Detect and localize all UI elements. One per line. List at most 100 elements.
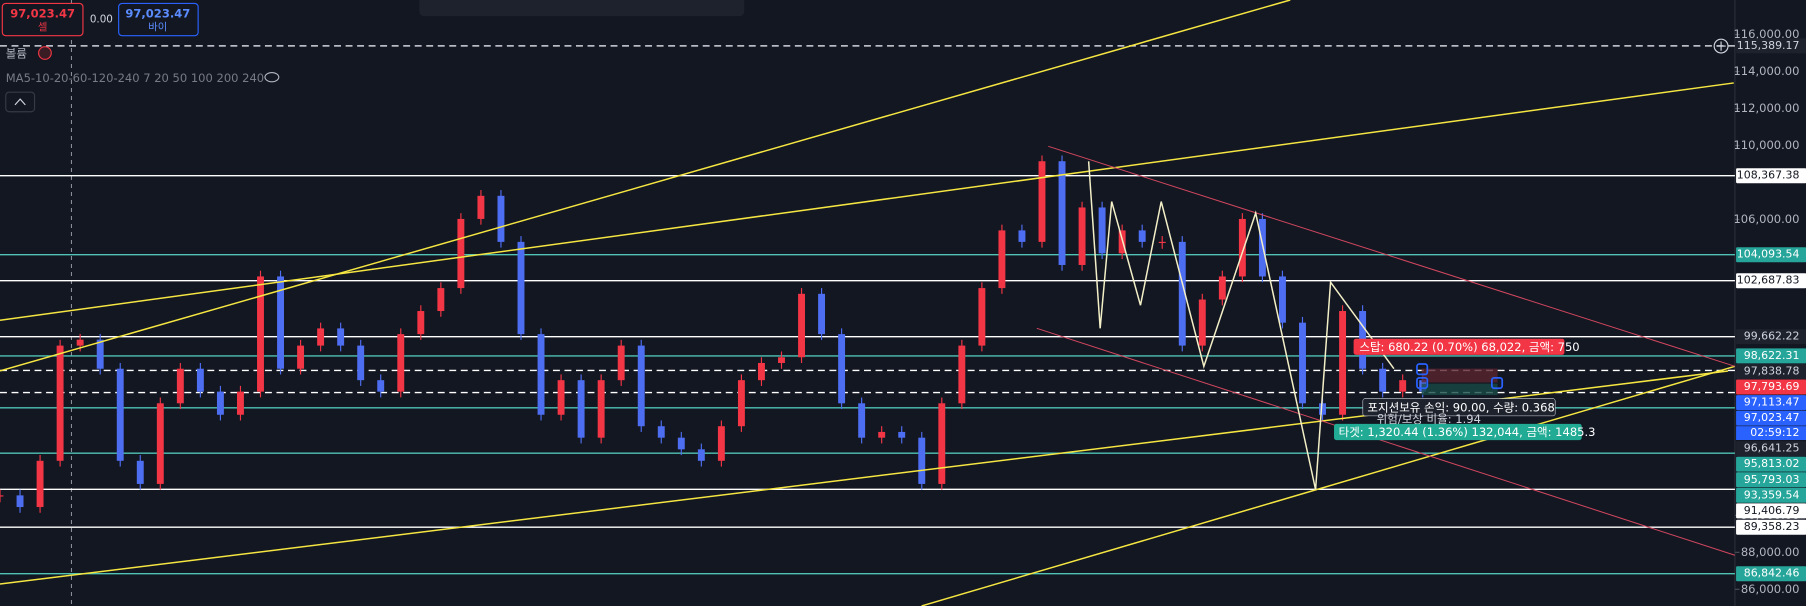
price-label: 104,093.54 (1737, 248, 1800, 261)
price-label: 86,842.46 (1744, 567, 1800, 580)
candle (337, 328, 345, 346)
candle (537, 334, 545, 415)
y-tick-label: 86,000.00 (1741, 582, 1800, 596)
price-label: 97,838.78 (1744, 364, 1800, 377)
candle (417, 311, 425, 335)
price-label-box (1736, 395, 1806, 411)
price-label: 96,641.25 (1744, 442, 1800, 455)
candle (1379, 368, 1387, 392)
candle (938, 403, 946, 484)
volume-indicator[interactable]: 볼륨 (6, 47, 27, 61)
candle (517, 241, 525, 335)
candle (0, 495, 4, 497)
candle (858, 403, 866, 438)
stop-box (1353, 338, 1565, 355)
price-label: 108,367.38 (1737, 169, 1800, 182)
collapse-icon (14, 98, 26, 106)
price-label-box (1736, 441, 1806, 457)
candle (237, 391, 244, 415)
stop-label: 스탑: 680.22 (0.70%) 68,022, 금액: 750 (1359, 340, 1579, 354)
candle (717, 426, 725, 461)
price-label: 93,359.54 (1744, 488, 1800, 501)
buy-button[interactable] (118, 2, 199, 37)
candle (1399, 380, 1407, 392)
price-label: 95,813.02 (1744, 457, 1800, 470)
candle (1038, 161, 1046, 242)
drawing-toolbar[interactable] (419, 0, 745, 17)
position-label: 포지션보유 손익: 90.00, 수량: 0.368 (1367, 400, 1554, 414)
candle (1078, 207, 1086, 265)
candle (597, 380, 605, 438)
candle (978, 288, 986, 346)
candle (778, 357, 785, 363)
spread: 0.00 (90, 14, 113, 26)
price-label-box (1736, 410, 1806, 426)
candle (1018, 230, 1026, 242)
price-label: 97,023.47 (1744, 411, 1800, 424)
price-label-box (1736, 348, 1806, 364)
warning-icon[interactable] (38, 46, 52, 60)
ma-indicator[interactable]: MA5-10-20-60-120-240 7 20 50 100 200 240 (6, 71, 264, 85)
handle[interactable] (1490, 376, 1504, 390)
candle (16, 495, 24, 508)
trend-line (1048, 146, 1735, 366)
price-label-box (1736, 363, 1806, 379)
sell-button[interactable] (1, 2, 84, 37)
candle (1238, 218, 1246, 277)
eye-icon[interactable] (264, 71, 280, 83)
candle (1319, 403, 1326, 415)
candle (1218, 276, 1226, 300)
candle (1138, 230, 1146, 242)
add-icon[interactable] (1713, 38, 1729, 54)
collapse-button[interactable] (5, 91, 36, 113)
handle[interactable] (1416, 363, 1429, 376)
candle (878, 431, 886, 438)
candle (357, 345, 365, 381)
candle (156, 403, 164, 484)
candle (317, 328, 325, 346)
target-label: 타겟: 1,320.44 (1.36%) 132,044, 금액: 1485.3 (1339, 425, 1596, 439)
handle[interactable] (1416, 376, 1429, 390)
candle (196, 368, 204, 392)
candle (116, 368, 124, 461)
price-label: 99,662.22 (1744, 330, 1800, 343)
price-label: 97,113.47 (1744, 396, 1800, 409)
ratio-label: 위험/보상 비율: 1.94 (1377, 412, 1481, 426)
position-tool: 스탑: 680.22 (0.70%) 68,022, 금액: 750 포지션보유… (1334, 338, 1596, 441)
candle (257, 276, 264, 392)
candle (1299, 322, 1306, 404)
price-axis: 116,000.00 114,000.00 112,000.00 110,000.00… (1733, 27, 1806, 596)
candle (1198, 299, 1206, 346)
y-tick-label: 116,000.00 (1733, 27, 1799, 41)
position-box (1362, 398, 1556, 417)
trend-line (922, 366, 1735, 606)
y-tick-label: 106,000.00 (1733, 212, 1799, 226)
trend-line (0, 0, 1290, 371)
candle (557, 380, 565, 415)
y-tick-label: 114,000.00 (1733, 64, 1799, 78)
price-label-box (1736, 456, 1806, 472)
candles (0, 155, 1427, 513)
y-tick-label: 110,000.00 (1733, 138, 1799, 152)
y-tick-label: 88,000.00 (1741, 545, 1800, 559)
target-box (1334, 423, 1582, 441)
price-label-box (1736, 519, 1806, 535)
candle (297, 345, 305, 369)
price-label: 91,406.79 (1744, 504, 1800, 517)
pattern-line (1089, 161, 1394, 489)
candle (457, 218, 465, 289)
candle (677, 437, 685, 450)
price-label-box (1736, 38, 1806, 54)
candle (838, 334, 846, 404)
candle (818, 293, 826, 335)
candle (1158, 241, 1166, 244)
price-label-box (1736, 503, 1806, 519)
candle (76, 339, 84, 346)
candle (737, 380, 745, 427)
candle (136, 460, 144, 484)
candle (96, 339, 104, 369)
candle (477, 195, 485, 219)
